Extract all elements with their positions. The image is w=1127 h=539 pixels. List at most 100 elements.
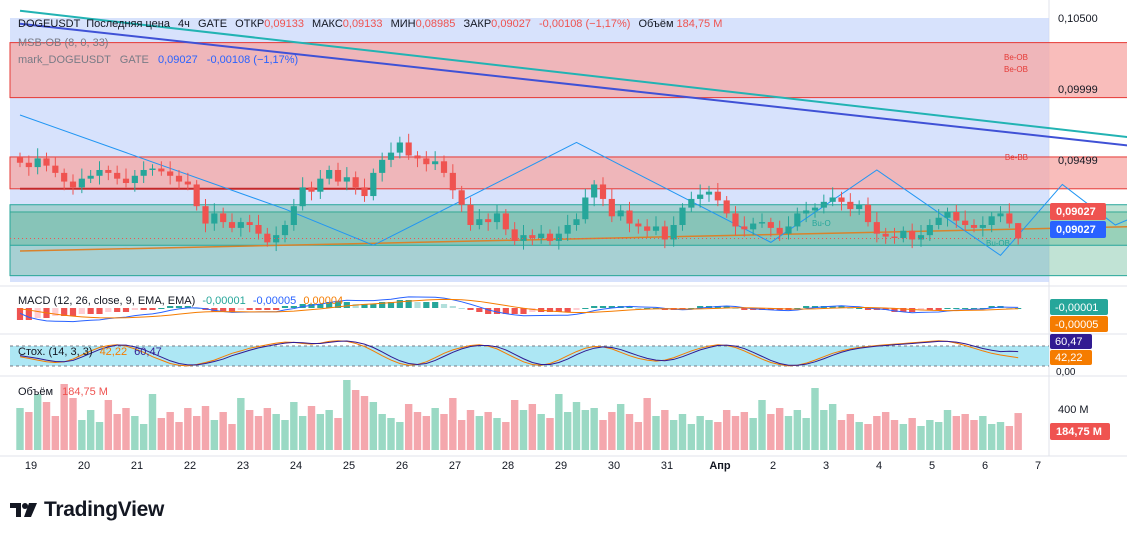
macd-histogram-bar	[193, 308, 200, 309]
candle-body	[811, 207, 819, 211]
macd-histogram-bar	[264, 308, 271, 310]
stoch-d-axis: 60,47	[1055, 336, 1083, 348]
time-axis[interactable]: 19 20 21 22 23 24 25 26 27 28 29 30 31 Апр 2 3 4 5 6 7	[25, 460, 1041, 472]
macd-histogram-bar	[856, 308, 863, 309]
stoch-d-value: 60,47	[134, 346, 162, 358]
candle-body	[334, 169, 342, 182]
time-axis-label: 31	[661, 460, 673, 472]
candle-body	[917, 235, 925, 240]
candle-body	[979, 224, 986, 228]
time-axis-label: 27	[449, 460, 461, 472]
stoch-d-line	[19, 340, 1019, 366]
volume-bar	[122, 408, 130, 450]
volume-bar	[1005, 426, 1014, 450]
macd-histogram-bar	[882, 308, 889, 310]
candle-body	[61, 172, 68, 182]
volume-bar	[78, 420, 86, 450]
macd-histogram-bar	[944, 308, 951, 309]
time-axis-label: Апр	[709, 460, 731, 472]
macd-histogram-bar	[25, 308, 32, 320]
volume-bar	[201, 406, 210, 450]
candle-body	[997, 213, 1004, 217]
candle-body	[953, 211, 960, 221]
candle-body	[96, 169, 103, 176]
candle-body	[564, 224, 571, 234]
volume-bar	[157, 418, 166, 450]
macd-histogram-bar	[299, 304, 306, 308]
volume-bar	[687, 424, 696, 450]
macd-histogram-bar	[432, 302, 439, 308]
candle-body	[440, 161, 448, 173]
macd-signal-line	[19, 298, 1019, 319]
candle-body	[476, 219, 483, 225]
candle-body	[193, 184, 200, 207]
trendline-descending-cyan	[19, 9, 1127, 139]
macd-histogram-bar	[970, 308, 978, 309]
trading-chart[interactable]: Be-OB Be-OB Be-BB Bu-OB Bu-O DOGEUSDT По…	[0, 0, 1127, 521]
volume-bar	[387, 418, 395, 450]
macd-histogram-bar	[326, 302, 333, 308]
volume-bar	[298, 416, 307, 450]
mark-price-badge	[1050, 221, 1106, 238]
volume-bar	[572, 402, 581, 450]
macd-histogram-bar	[317, 304, 324, 308]
candle-body	[228, 222, 236, 228]
volume-bar	[113, 414, 121, 450]
macd-line-value: -0,00005	[253, 295, 296, 307]
zone-label-bu-ob: Bu-OB	[986, 239, 1010, 248]
macd-histogram-bar	[175, 306, 183, 308]
candle-body	[829, 197, 836, 202]
low-label: МИН	[391, 18, 416, 30]
macd-histogram-bar	[237, 308, 244, 310]
candle-body	[838, 197, 845, 202]
volume-bar	[758, 400, 766, 450]
price-tick: 0,10500	[1058, 13, 1098, 25]
macd-histogram-bar	[546, 308, 554, 312]
candle-body	[211, 213, 218, 224]
price-tick: 0,09999	[1058, 84, 1098, 96]
chart-canvas[interactable]: Be-OB Be-OB Be-BB Bu-OB Bu-O DOGEUSDT По…	[0, 0, 1127, 480]
zigzag-polyline	[19, 114, 1127, 257]
volume-bar	[961, 414, 969, 450]
candle-body	[423, 158, 430, 165]
macd-histogram-bar	[423, 302, 430, 308]
candle-body	[935, 217, 942, 225]
volume-bar	[749, 418, 757, 450]
zone-label-bu-o: Bu-O	[812, 219, 831, 228]
candle-body	[140, 169, 147, 176]
macd-histogram-bar	[900, 308, 907, 312]
candle-body	[635, 223, 642, 227]
candle-body	[644, 226, 651, 231]
macd-histogram-bar	[502, 308, 509, 314]
macd-histogram-bar	[78, 308, 85, 314]
volume-bar	[69, 398, 77, 450]
close-value: 0,09027	[491, 18, 531, 30]
macd-histogram-bar	[273, 308, 280, 310]
candle-body	[511, 229, 518, 241]
macd-histogram-bar	[184, 306, 191, 308]
candle-body	[661, 226, 668, 240]
volume-bar	[881, 412, 890, 450]
volume-bar	[281, 420, 289, 450]
macd-line	[19, 296, 1019, 323]
volume-bar	[42, 402, 51, 450]
candle-body	[776, 227, 783, 234]
macd-histogram-bar	[697, 306, 704, 308]
macd-histogram-bar	[794, 308, 801, 309]
time-axis-label: 19	[25, 460, 37, 472]
macd-hist-value: -0,00001	[202, 295, 245, 307]
volume-bar	[661, 410, 669, 450]
volume-bar	[952, 416, 961, 450]
candle-body	[52, 165, 59, 173]
candle-body	[43, 158, 50, 166]
candle-body	[299, 187, 306, 207]
volume-bar	[740, 412, 749, 450]
candle-body	[34, 158, 41, 168]
interval: 4ч	[178, 18, 190, 30]
volume-bar	[519, 410, 528, 450]
macd-histogram-bar	[16, 308, 24, 320]
tradingview-brand[interactable]: TradingView	[10, 496, 164, 524]
macd-histogram-bar	[158, 308, 165, 309]
candle-body	[432, 161, 439, 165]
macd-histogram-bar	[688, 308, 695, 309]
